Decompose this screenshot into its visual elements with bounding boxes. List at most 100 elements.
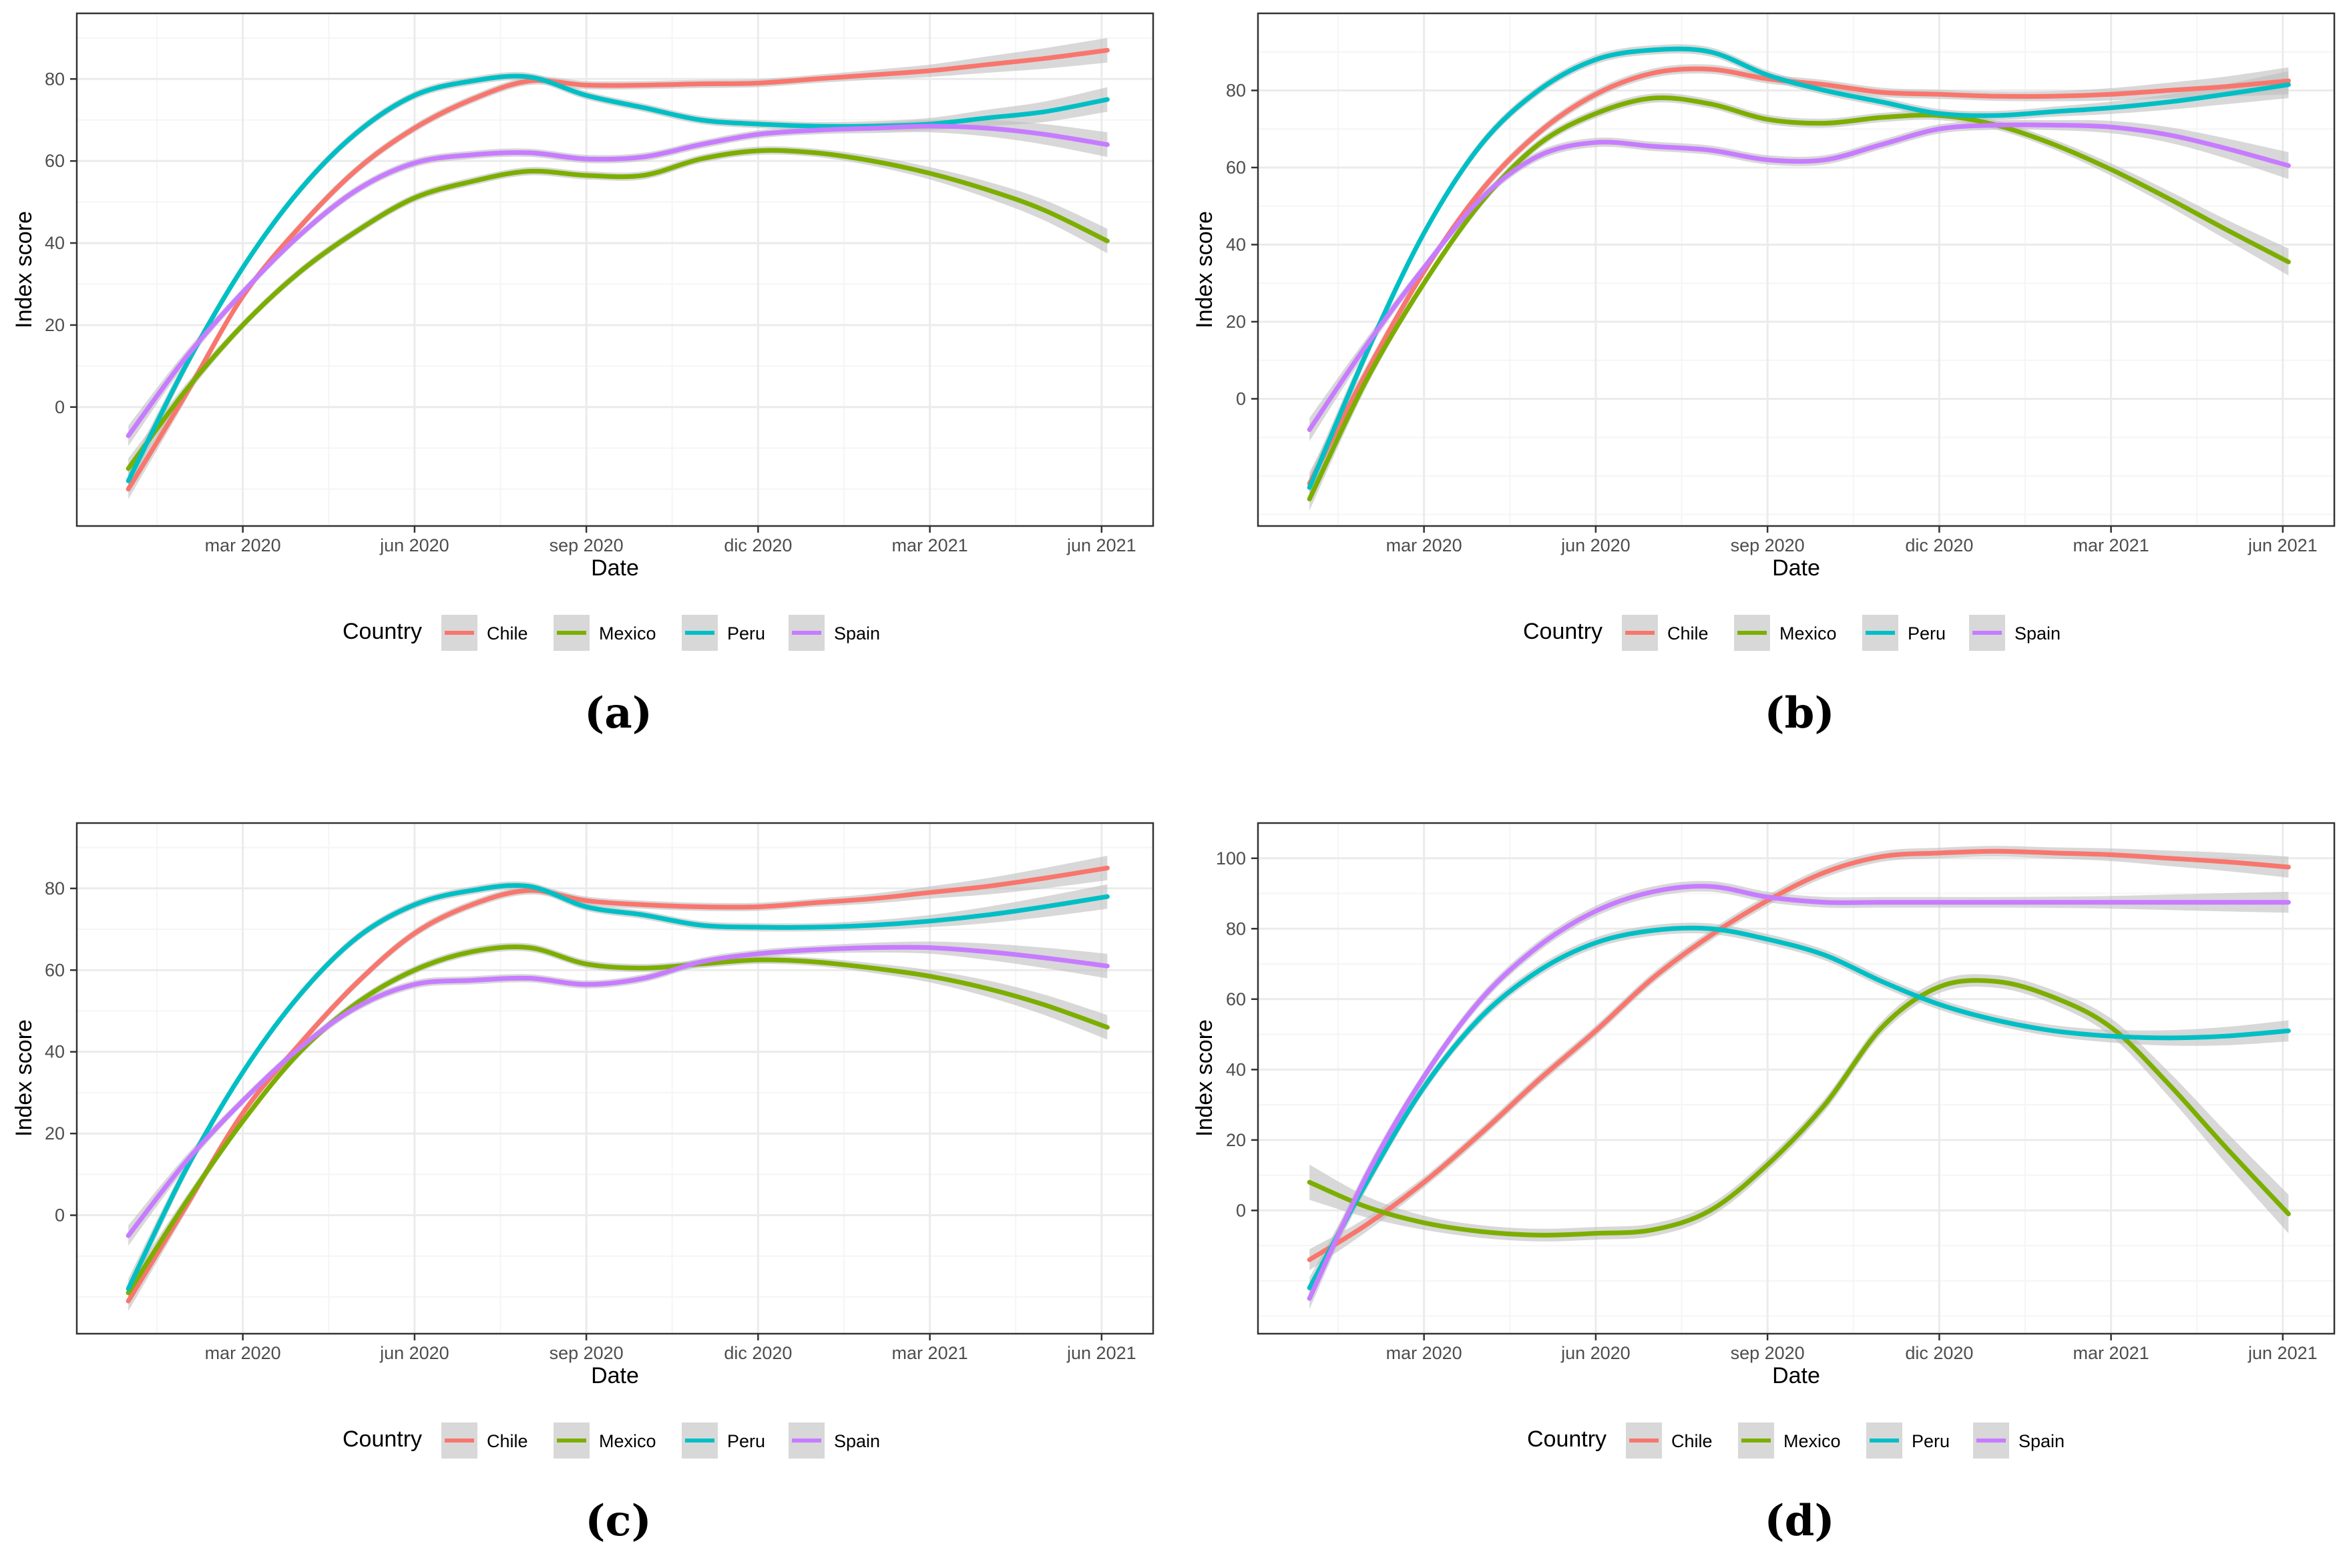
legend-label-chile: Chile xyxy=(1667,623,1709,643)
y-tick-label: 60 xyxy=(45,960,65,980)
legend-label-chile: Chile xyxy=(1671,1431,1713,1451)
panel-caption: (d) xyxy=(1764,1496,1834,1546)
legend-label-chile: Chile xyxy=(487,623,528,643)
x-tick-label: jun 2020 xyxy=(1560,535,1631,555)
x-tick-label: mar 2020 xyxy=(205,1343,281,1363)
x-axis-title: Date xyxy=(591,555,639,581)
chart-panel-1: 0 20 40 60 80 mar 2020 jun 2020 sep 2020 dic 202… xyxy=(11,12,1154,738)
ribbon-chile xyxy=(128,37,1108,500)
legend-label-mexico: Mexico xyxy=(599,623,656,643)
series-line-chile xyxy=(126,865,1110,1304)
y-tick-label: 80 xyxy=(45,69,65,89)
x-tick-label: sep 2020 xyxy=(550,1343,624,1363)
x-tick-label: dic 2020 xyxy=(724,1343,792,1363)
x-tick-label: dic 2020 xyxy=(1905,535,1973,555)
legend: Country Chile Mexico Peru Spain xyxy=(1527,1422,2065,1459)
series-line-peru xyxy=(1307,46,2291,490)
y-axis-title: Index score xyxy=(1192,211,1217,328)
legend-label-mexico: Mexico xyxy=(599,1431,656,1451)
y-tick-label: 100 xyxy=(1216,848,1246,868)
y-tick-label: 40 xyxy=(45,1042,65,1062)
ribbon-mexico xyxy=(1309,974,2289,1242)
x-axis-title: Date xyxy=(591,1363,639,1388)
x-tick-label: mar 2021 xyxy=(892,1343,968,1363)
series-line-spain xyxy=(1307,122,2291,433)
x-tick-label: sep 2020 xyxy=(550,535,624,555)
y-axis-title: Index score xyxy=(11,211,37,328)
x-tick-label: jun 2021 xyxy=(2248,1343,2318,1363)
series-line-spain xyxy=(126,123,1110,439)
y-tick-label: 0 xyxy=(55,1206,65,1226)
x-tick-label: jun 2021 xyxy=(1066,1343,1136,1363)
y-tick-label: 40 xyxy=(45,233,65,253)
x-tick-label: mar 2021 xyxy=(2073,535,2149,555)
legend: Country Chile Mexico Peru Spain xyxy=(343,1422,880,1459)
plot-area xyxy=(126,37,1110,500)
x-tick-label: jun 2020 xyxy=(379,1343,449,1363)
y-tick-label: 0 xyxy=(1236,1200,1246,1220)
panel-border xyxy=(75,12,1154,527)
y-tick-label: 0 xyxy=(55,397,65,417)
plot-area xyxy=(1307,846,2291,1310)
series-line-spain xyxy=(1307,884,2291,1301)
legend-label-spain: Spain xyxy=(834,623,880,643)
legend-label-peru: Peru xyxy=(1912,1431,1950,1451)
chart-panel-2: 0 20 40 60 80 mar 2020 jun 2020 sep 2020 dic 202… xyxy=(1192,12,2336,738)
x-tick-label: dic 2020 xyxy=(1905,1343,1973,1363)
chart-panel-4: 0 20 40 60 80 100 mar 2020 jun 2020 sep 2020 dic … xyxy=(1192,822,2336,1546)
x-tick-label: jun 2020 xyxy=(1560,1343,1631,1363)
legend-title: Country xyxy=(1523,619,1603,644)
legend-label-peru: Peru xyxy=(1908,623,1946,643)
y-tick-label: 60 xyxy=(45,151,65,171)
x-tick-label: mar 2020 xyxy=(1386,535,1462,555)
plot-area xyxy=(126,855,1110,1312)
x-tick-label: mar 2021 xyxy=(2073,1343,2149,1363)
x-tick-label: sep 2020 xyxy=(1731,1343,1805,1363)
y-tick-label: 20 xyxy=(1226,1130,1246,1150)
y-tick-label: 0 xyxy=(1236,388,1246,409)
panel-caption: (c) xyxy=(585,1496,652,1546)
y-tick-label: 40 xyxy=(1226,234,1246,254)
y-axis-title: Index score xyxy=(11,1019,37,1137)
x-tick-label: mar 2020 xyxy=(1386,1343,1462,1363)
panel-border xyxy=(1257,822,2336,1335)
y-tick-label: 20 xyxy=(45,1123,65,1143)
y-axis-title: Index score xyxy=(1192,1019,1217,1137)
legend-title: Country xyxy=(343,619,422,644)
series-line-peru xyxy=(126,882,1110,1292)
plot-area xyxy=(1307,44,2291,511)
legend-label-mexico: Mexico xyxy=(1783,1431,1841,1451)
x-tick-label: mar 2021 xyxy=(892,535,968,555)
y-tick-label: 60 xyxy=(1226,989,1246,1009)
x-tick-label: jun 2020 xyxy=(379,535,449,555)
x-tick-label: sep 2020 xyxy=(1731,535,1805,555)
series-line-peru xyxy=(1307,925,2291,1290)
series-line-spain xyxy=(126,945,1110,1238)
panel-border xyxy=(1257,12,2336,527)
x-tick-label: jun 2021 xyxy=(2248,535,2318,555)
x-axis-title: Date xyxy=(1772,1363,1820,1388)
y-tick-label: 40 xyxy=(1226,1059,1246,1079)
legend-title: Country xyxy=(343,1426,422,1452)
x-tick-label: dic 2020 xyxy=(724,535,792,555)
y-tick-label: 20 xyxy=(1226,312,1246,332)
legend: Country Chile Mexico Peru Spain xyxy=(1523,615,2061,651)
chart-panel-3: 0 20 40 60 80 mar 2020 jun 2020 sep 2020 dic 202… xyxy=(11,822,1154,1546)
panel-caption: (b) xyxy=(1764,688,1834,738)
panel-caption: (a) xyxy=(584,688,652,738)
legend-label-spain: Spain xyxy=(2018,1431,2065,1451)
legend-label-chile: Chile xyxy=(487,1431,528,1451)
x-tick-label: jun 2021 xyxy=(1066,535,1136,555)
series-line-mexico xyxy=(1307,978,2291,1238)
y-tick-label: 80 xyxy=(1226,80,1246,100)
legend-label-peru: Peru xyxy=(727,623,765,643)
series-line-mexico xyxy=(1307,95,2291,502)
series-line-mexico xyxy=(126,148,1110,471)
legend-label-spain: Spain xyxy=(834,1431,880,1451)
legend-label-peru: Peru xyxy=(727,1431,765,1451)
legend-title: Country xyxy=(1527,1426,1607,1452)
y-tick-label: 20 xyxy=(45,315,65,335)
y-tick-label: 60 xyxy=(1226,158,1246,178)
x-tick-label: mar 2020 xyxy=(205,535,281,555)
